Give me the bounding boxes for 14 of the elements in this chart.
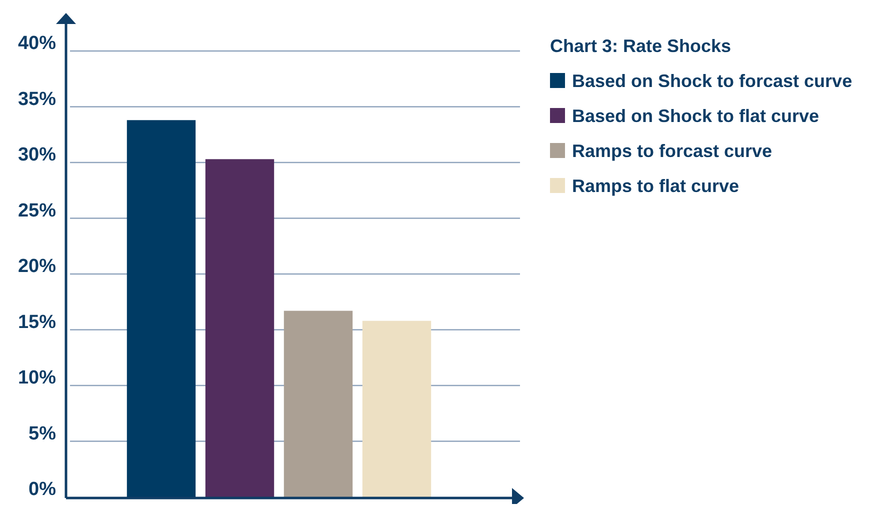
y-tick-label: 0% [28,479,56,500]
legend-label: Based on Shock to flat curve [572,106,820,126]
legend-label: Ramps to forcast curve [572,141,772,161]
y-tick-label: 30% [18,144,56,166]
y-tick-label: 5% [28,423,56,444]
legend-label: Based on Shock to forcast curve [572,71,852,91]
y-tick-label: 15% [18,312,56,333]
y-tick-label: 20% [18,256,56,278]
legend-label: Ramps to flat curve [572,176,740,196]
y-tick-label: 25% [18,200,56,222]
y-tick-label: 35% [18,88,56,110]
legend-title: Chart 3: Rate Shocks [550,36,732,56]
y-tick-label: 10% [18,368,56,389]
y-tick-label: 40% [18,33,56,54]
